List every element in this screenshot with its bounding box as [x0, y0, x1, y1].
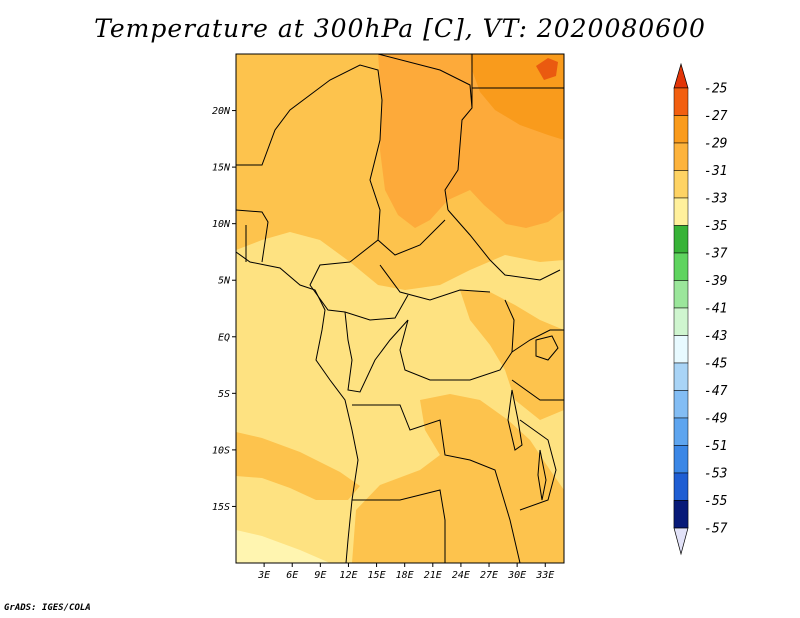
colorbar-top-arrow: [673, 62, 689, 89]
colorbar-swatch: [673, 225, 689, 254]
lake-malawi: [537, 449, 547, 501]
colorbar-bottom-arrow: [673, 527, 689, 556]
colorbar-swatch: [673, 142, 689, 171]
colorbar-swatch: [673, 252, 689, 281]
temp-region-m31-m29-east: [460, 290, 564, 420]
lake-tanganyika: [507, 389, 523, 451]
country-borders: [236, 54, 564, 563]
colorbar-label: -51: [704, 439, 727, 454]
lat-tick-label: 5S: [218, 389, 230, 400]
colorbar-label: -43: [704, 329, 727, 344]
border-congo: [344, 311, 409, 393]
map-title: Temperature at 300hPa [C], VT: 202008060…: [94, 14, 706, 43]
colorbar-swatch: [673, 390, 689, 419]
colorbar-label: -55: [704, 494, 728, 509]
border-egypt-sudan: [471, 54, 564, 108]
colorbar-swatch: [673, 472, 689, 501]
lon-tick-label: 33E: [535, 570, 554, 581]
border-sudan: [447, 209, 561, 281]
lat-tick-label: 20N: [212, 106, 231, 117]
lake-victoria: [535, 335, 559, 361]
colorbar-swatch: [673, 307, 689, 336]
colorbar-label: -41: [704, 302, 727, 317]
border-angola-zambia: [352, 489, 446, 563]
colorbar-label: -47: [704, 384, 728, 399]
colorbar-swatch: [673, 115, 689, 144]
colorbar: -25 -27 -29 -31 -33 -35 -37 -39 -41 -43 -45 -47 -49 -…: [673, 62, 728, 556]
border-east-africa: [511, 329, 564, 511]
coastline-west-africa: [236, 251, 359, 563]
border-car: [377, 219, 491, 301]
colorbar-label: -35: [704, 219, 728, 234]
border-libya-chad: [377, 54, 473, 211]
colorbar-label: -53: [704, 467, 727, 482]
colorbar-label: -37: [704, 247, 728, 262]
colorbar-swatch: [673, 417, 689, 446]
map-frame: [235, 53, 565, 564]
lon-tick-label: 21E: [424, 570, 442, 581]
temp-region-gt-m25: [536, 58, 558, 80]
lon-tick-label: 6E: [286, 570, 298, 581]
colorbar-label: -31: [704, 164, 727, 179]
lat-tick-label: 15N: [212, 163, 231, 174]
lon-tick-label: 27E: [480, 570, 498, 581]
lon-tick-label: 30E: [507, 570, 526, 581]
lat-tick-label: 10N: [212, 219, 231, 230]
temp-region-m35-m33: [236, 530, 330, 563]
temp-region-m31-m29-southwest: [236, 432, 360, 500]
colorbar-swatch: [673, 197, 689, 226]
lon-tick-label: 15E: [368, 570, 386, 581]
colorbar-swatch: [673, 500, 689, 529]
grads-credit: GrADS: IGES/COLA: [4, 603, 91, 613]
colorbar-label: -27: [704, 109, 728, 124]
temp-region-m31-m29-southeast: [352, 394, 564, 563]
colorbar-label: -57: [704, 522, 728, 537]
colorbar-label: -29: [704, 137, 727, 152]
lat-tick-label: EQ: [218, 332, 230, 343]
lon-tick-label: 24E: [452, 570, 470, 581]
lat-tick-label: 5N: [218, 276, 231, 287]
border-cameroon: [309, 261, 409, 321]
colorbar-swatch: [673, 335, 689, 364]
lon-tick-label: 12E: [339, 570, 357, 581]
colorbar-label: -45: [704, 357, 728, 372]
lon-tick-label: 9E: [314, 570, 326, 581]
lat-tick-label: 10S: [212, 445, 230, 456]
colorbar-swatch: [673, 87, 689, 116]
colorbar-label: -49: [704, 412, 727, 427]
lat-tick-label: 15S: [212, 502, 230, 513]
lon-tick-label: 3E: [257, 570, 270, 581]
border-west-edge: [236, 209, 269, 263]
colorbar-label: -25: [704, 82, 728, 97]
colorbar-label: -33: [704, 192, 727, 207]
border-drc: [399, 299, 515, 381]
temp-region-m27-m25: [470, 54, 564, 140]
border-drc-south: [352, 404, 521, 563]
lon-tick-label: 18E: [396, 570, 414, 581]
border-sahel: [236, 64, 383, 263]
longitude-axis: 3E 6E 9E 12E 15E 18E 21E 24E 27E 30E 33E: [257, 563, 554, 581]
colorbar-swatch: [673, 280, 689, 309]
latitude-axis: 20N 15N 10N 5N EQ 5S 10S 15S: [212, 106, 236, 513]
colorbar-swatch: [673, 445, 689, 474]
colorbar-label: -39: [704, 274, 727, 289]
colorbar-swatch: [673, 362, 689, 391]
colorbar-swatch: [673, 170, 689, 199]
